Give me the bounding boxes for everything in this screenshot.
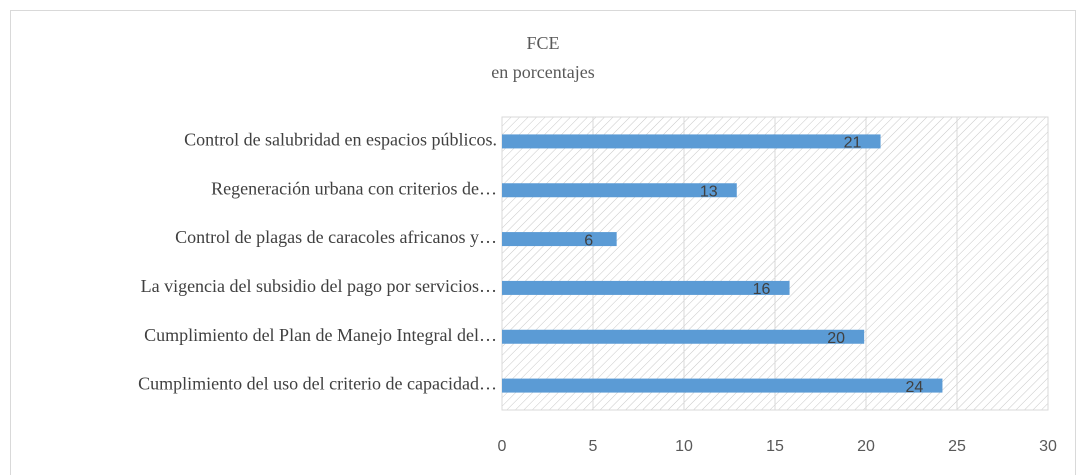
x-tick-label: 15	[766, 438, 784, 455]
y-tick-label: La vigencia del subsidio del pago por se…	[141, 276, 497, 296]
y-tick-label: Cumplimiento del uso del criterio de cap…	[138, 374, 497, 394]
x-tick-label: 25	[948, 438, 966, 455]
bar	[502, 329, 865, 344]
y-tick-label: Regeneración urbana con criterios de…	[211, 178, 497, 198]
chart-frame	[10, 10, 1076, 475]
data-label: 13	[700, 183, 718, 200]
y-tick-label: Control de plagas de caracoles africanos…	[175, 227, 497, 247]
data-label: 6	[584, 232, 593, 249]
x-tick-label: 0	[498, 438, 507, 455]
bar	[502, 378, 943, 393]
bar	[502, 280, 790, 295]
bar	[502, 134, 881, 149]
x-tick-label: 20	[857, 438, 875, 455]
data-label: 24	[906, 379, 924, 396]
data-label: 20	[827, 330, 845, 347]
data-label: 21	[844, 135, 862, 152]
data-label: 16	[753, 281, 771, 298]
x-tick-label: 10	[675, 438, 693, 455]
x-tick-label: 5	[589, 438, 598, 455]
chart-title: FCE	[526, 33, 559, 53]
x-tick-label: 30	[1039, 438, 1057, 455]
y-tick-label: Cumplimiento del Plan de Manejo Integral…	[144, 325, 497, 345]
y-tick-label: Control de salubridad en espacios públic…	[184, 130, 497, 150]
bar	[502, 232, 617, 247]
bar	[502, 183, 737, 198]
chart-subtitle: en porcentajes	[491, 62, 594, 82]
